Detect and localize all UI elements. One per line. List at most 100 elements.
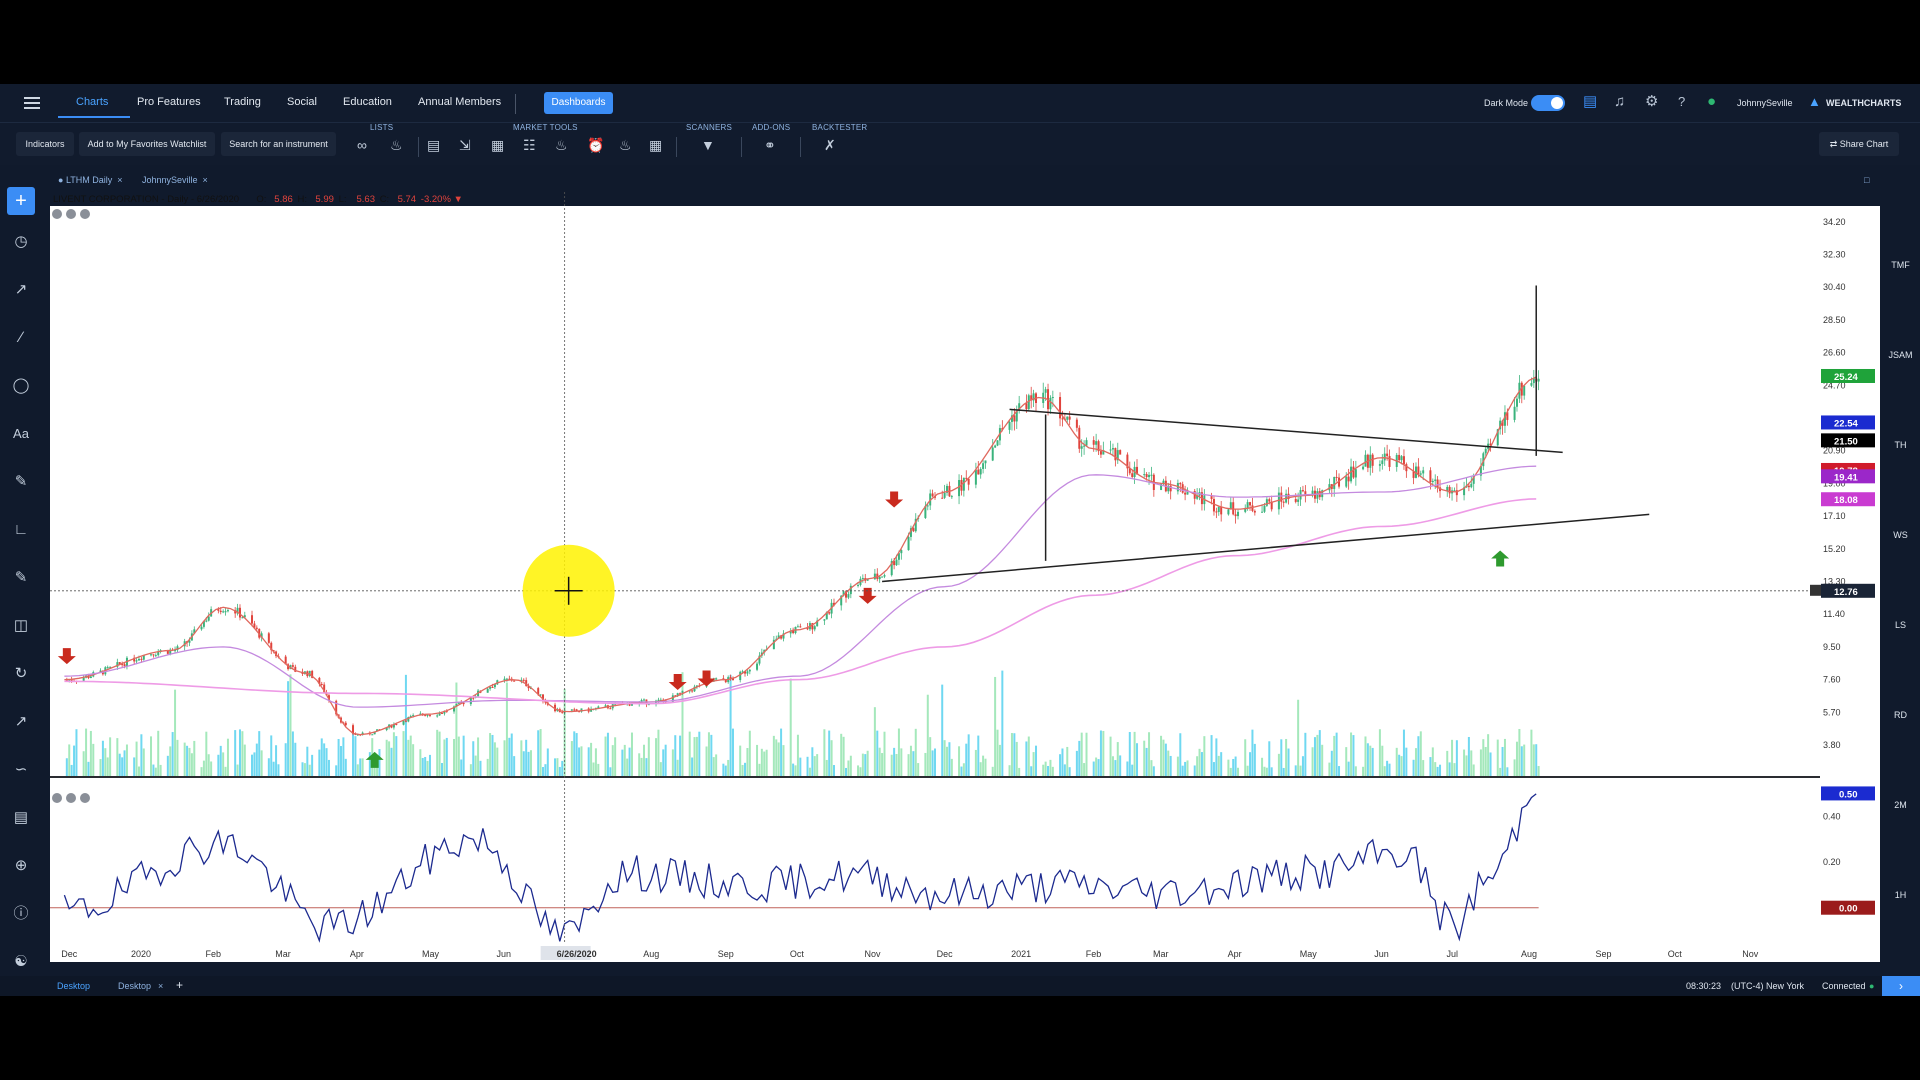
candle-body xyxy=(1212,498,1215,512)
candle-body xyxy=(857,584,860,586)
pencil-icon[interactable]: ✎ xyxy=(14,473,28,490)
filter-icon[interactable]: ▼ xyxy=(701,137,715,153)
shapes-icon[interactable]: ◯ xyxy=(12,377,30,394)
flame-icon[interactable]: ♨ xyxy=(390,137,403,153)
x-tick-label: Nov xyxy=(1742,949,1759,959)
layers-icon[interactable]: ▤ xyxy=(13,809,29,826)
candle-body xyxy=(1261,511,1264,513)
dark-mode-toggle[interactable] xyxy=(1531,95,1565,111)
nav-tab-trading[interactable]: Trading xyxy=(224,96,261,108)
nav-tab-education[interactable]: Education xyxy=(343,96,392,108)
alarm-icon[interactable]: ⏰ xyxy=(587,137,605,153)
desktop-tab-1[interactable]: Desktop xyxy=(57,981,91,991)
indicators-button[interactable]: Indicators xyxy=(16,132,74,156)
timeframe-th[interactable]: TH xyxy=(1894,440,1907,450)
add-desktop-icon[interactable]: + xyxy=(176,978,184,992)
candle-body xyxy=(260,633,263,638)
osc-tag-label: 0.00 xyxy=(1839,904,1858,915)
candle-body xyxy=(1251,505,1254,511)
timeframe-tmf[interactable]: TMF xyxy=(1891,260,1910,270)
candle-body xyxy=(828,612,831,614)
volume-bar xyxy=(691,757,694,776)
timeframe-2m[interactable]: 2M xyxy=(1894,800,1907,810)
expand-button[interactable]: › xyxy=(1882,976,1920,996)
indicator-icon[interactable]: ∽ xyxy=(14,761,28,778)
volume-bar xyxy=(474,755,477,776)
info-icon[interactable]: ⓘ xyxy=(13,905,29,922)
volume-bar xyxy=(1366,743,1369,776)
glasses-icon[interactable]: ∞ xyxy=(357,137,367,153)
globe-icon[interactable]: ☯ xyxy=(14,953,28,970)
help-icon[interactable]: ? xyxy=(1678,94,1686,109)
chart-tab-lthm[interactable]: ● LTHM Daily × xyxy=(58,175,123,185)
candle-body xyxy=(508,678,511,680)
bell-icon[interactable]: ♫ xyxy=(1614,93,1626,110)
chart-tab-label: LTHM Daily xyxy=(65,175,113,185)
volume-bar xyxy=(460,759,463,776)
maximize-icon[interactable]: □ xyxy=(1864,175,1870,185)
ruler-icon[interactable]: ✎ xyxy=(14,569,28,586)
trend-icon[interactable]: ↗ xyxy=(14,281,28,298)
desktop-tab-2[interactable]: Desktop xyxy=(118,981,152,991)
nav-tab-pro-features[interactable]: Pro Features xyxy=(137,96,201,108)
nav-tab-social[interactable]: Social xyxy=(287,96,317,108)
link-icon[interactable]: ⚭ xyxy=(764,137,776,153)
search-instrument-button[interactable]: Search for an instrument xyxy=(221,132,336,156)
timeframe-rd[interactable]: RD xyxy=(1894,710,1907,720)
timeframe-ls[interactable]: LS xyxy=(1894,620,1906,630)
avatar[interactable]: ● xyxy=(1707,93,1717,110)
volume-bar xyxy=(1451,739,1454,776)
share-chart-button[interactable]: ⇄ Share Chart xyxy=(1819,132,1899,156)
chart-icon[interactable]: ⇲ xyxy=(459,137,471,153)
line-tool-icon[interactable]: ∕ xyxy=(19,329,23,346)
candle-body xyxy=(438,712,441,716)
candle-body xyxy=(609,708,612,710)
timeframe-jsam[interactable]: JSAM xyxy=(1888,350,1913,360)
volume-bar xyxy=(159,764,162,776)
backtester-label: BACKTESTER xyxy=(812,123,868,132)
calculator-icon[interactable]: ☷ xyxy=(523,137,536,153)
newspaper-icon[interactable]: ▤ xyxy=(427,137,441,153)
calendar-icon[interactable]: ▦ xyxy=(491,137,505,153)
candle-body xyxy=(731,678,734,681)
username[interactable]: JohnnySeville xyxy=(1737,98,1793,108)
crosshair-icon[interactable]: ⊕ xyxy=(14,857,28,874)
price-chart[interactable]: LIVENT CORPORATION - Daily - 6/26/2020 O… xyxy=(50,192,1880,974)
candle-body xyxy=(267,633,270,643)
close-icon[interactable]: × xyxy=(158,981,164,991)
line-chart-icon[interactable]: ↗ xyxy=(14,713,28,730)
chart-tab-johnny[interactable]: JohnnySeville × xyxy=(142,175,208,185)
volume-bar xyxy=(1470,750,1473,776)
text-tool-icon[interactable]: Aa xyxy=(13,426,29,441)
brand-name: WEALTHCHARTS xyxy=(1826,98,1902,108)
volume-bar xyxy=(1398,754,1401,776)
alert-bell-icon[interactable]: ♨ xyxy=(555,137,568,153)
share-chart-label: Share Chart xyxy=(1839,139,1889,149)
volume-bar xyxy=(729,674,732,776)
timeframe-ws[interactable]: WS xyxy=(1893,530,1908,540)
volume-bar xyxy=(1455,740,1458,776)
clock-icon[interactable]: ◷ xyxy=(14,233,28,250)
gear-icon[interactable]: ⚙ xyxy=(1645,93,1659,110)
notification-icon[interactable]: ♨ xyxy=(619,137,632,153)
nav-tab-charts[interactable]: Charts xyxy=(76,96,109,108)
dashboards-button[interactable]: Dashboards xyxy=(544,92,613,114)
volume-bar xyxy=(1196,756,1199,776)
timeframe-1h[interactable]: 1H xyxy=(1894,890,1907,900)
refresh-icon[interactable]: ↻ xyxy=(14,665,28,682)
save-icon[interactable]: ▤ xyxy=(1583,93,1598,110)
candle-body xyxy=(1075,419,1078,428)
scan-grid-icon[interactable]: ▦ xyxy=(649,137,663,153)
backtester-icon[interactable]: ✗ xyxy=(824,137,836,153)
chart-container[interactable]: LIVENT CORPORATION - Daily - 6/26/2020 O… xyxy=(50,192,1880,974)
menu-icon[interactable] xyxy=(24,97,40,109)
candle-body xyxy=(123,664,126,667)
volume-bar xyxy=(207,754,210,776)
trash-icon[interactable]: ◫ xyxy=(13,617,29,634)
nav-tab-annual-members[interactable]: Annual Members xyxy=(418,96,502,108)
measure-icon[interactable]: ∟ xyxy=(13,521,29,538)
volume-bar xyxy=(226,738,229,776)
volume-bar xyxy=(121,757,124,776)
add-tool-button[interactable]: + xyxy=(7,187,35,215)
add-to-watchlist-button[interactable]: Add to My Favorites Watchlist xyxy=(79,132,215,156)
